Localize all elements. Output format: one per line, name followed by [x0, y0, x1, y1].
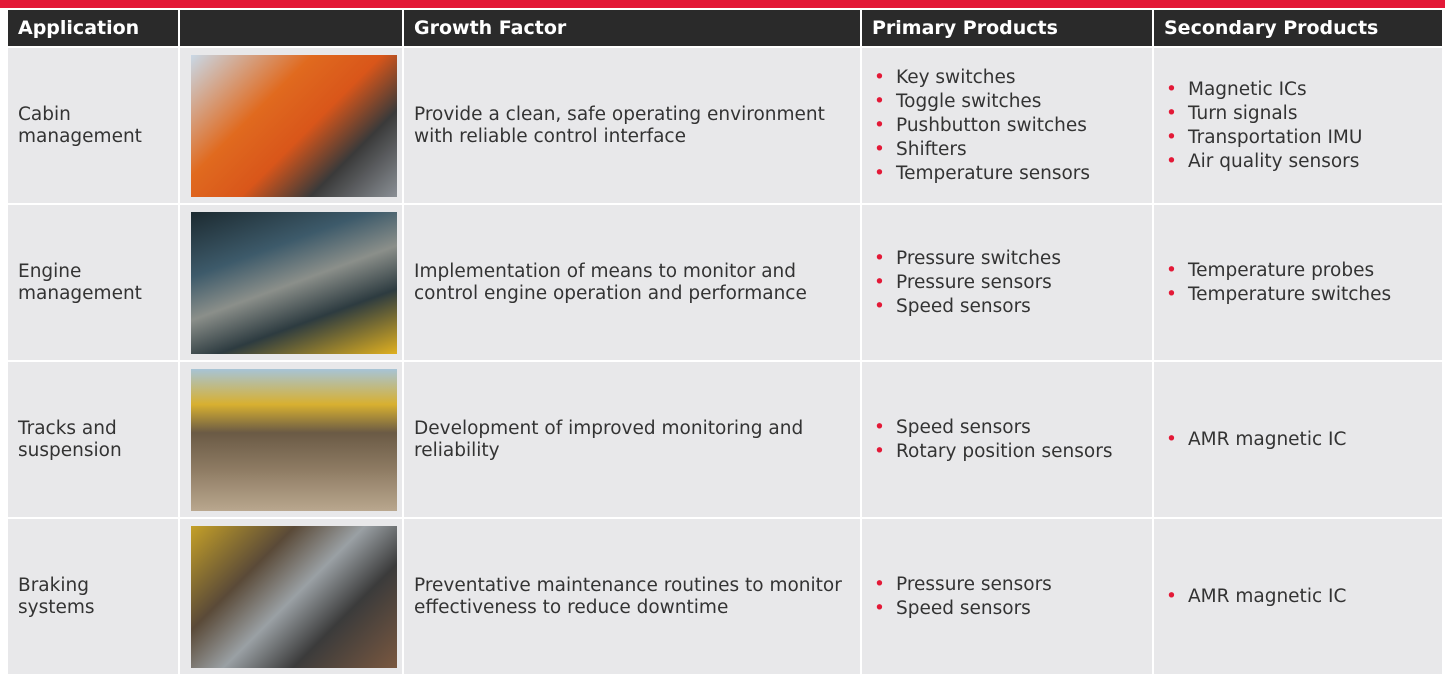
- product: AMR magnetic IC: [1166, 585, 1346, 609]
- image-cell: [180, 362, 402, 517]
- growth-factor-cell: Provide a clean, safe operating environm…: [404, 48, 860, 203]
- product-list: Pressure sensorsSpeed sensors: [862, 573, 1052, 621]
- secondary-products-cell: Temperature probesTemperature switches: [1154, 205, 1442, 360]
- primary-products-cell: Pressure switchesPressure sensorsSpeed s…: [862, 205, 1152, 360]
- image-cell: [180, 205, 402, 360]
- primary-products-cell: Key switchesToggle switchesPushbutton sw…: [862, 48, 1152, 203]
- product: Key switches: [874, 66, 1090, 90]
- product-table: Application Growth Factor Primary Products…: [8, 10, 1442, 674]
- application-cell: Tracks and suspension: [8, 362, 178, 517]
- column-header: Secondary Products: [1154, 10, 1442, 46]
- application-cell: Cabin management: [8, 48, 178, 203]
- growth-factor: Implementation of means to monitor and c…: [414, 260, 807, 304]
- application: Cabin management: [18, 103, 142, 147]
- growth-factor-cell: Preventative maintenance routines to mon…: [404, 519, 860, 674]
- top-bar: [0, 0, 1445, 8]
- product-list: Temperature probesTemperature switches: [1154, 259, 1391, 307]
- product: Pressure switches: [874, 247, 1061, 271]
- primary-products-cell: Pressure sensorsSpeed sensors: [862, 519, 1152, 674]
- column-header: [180, 10, 402, 46]
- product: Speed sensors: [874, 597, 1052, 621]
- application-cell: Engine management: [8, 205, 178, 360]
- product: Speed sensors: [874, 416, 1112, 440]
- column-header: Application: [8, 10, 178, 46]
- growth-factor-cell: Development of improved monitoring and r…: [404, 362, 860, 517]
- product: Temperature switches: [1166, 283, 1391, 307]
- product: Air quality sensors: [1166, 150, 1362, 174]
- product: Pressure sensors: [874, 271, 1061, 295]
- photo: [191, 525, 397, 668]
- product: Pushbutton switches: [874, 114, 1090, 138]
- application-cell: Braking systems: [8, 519, 178, 674]
- growth-factor: Provide a clean, safe operating environm…: [414, 103, 825, 147]
- product: Rotary position sensors: [874, 440, 1112, 464]
- product: Turn signals: [1166, 102, 1362, 126]
- photo: [191, 211, 397, 354]
- product: AMR magnetic IC: [1166, 428, 1346, 452]
- product: Magnetic ICs: [1166, 78, 1362, 102]
- growth-factor: Development of improved monitoring and r…: [414, 417, 804, 461]
- application: Engine management: [18, 260, 142, 304]
- secondary-products-cell: AMR magnetic IC: [1154, 519, 1442, 674]
- application: Tracks and suspension: [18, 417, 122, 461]
- product-list: Magnetic ICsTurn signalsTransportation I…: [1154, 78, 1362, 174]
- product-list: Speed sensorsRotary position sensors: [862, 416, 1112, 464]
- application: Braking systems: [18, 574, 95, 618]
- product: Temperature probes: [1166, 259, 1391, 283]
- secondary-products-cell: AMR magnetic IC: [1154, 362, 1442, 517]
- product-list: Key switchesToggle switchesPushbutton sw…: [862, 66, 1090, 186]
- product: Shifters: [874, 138, 1090, 162]
- column-header: Primary Products: [862, 10, 1152, 46]
- product: Toggle switches: [874, 90, 1090, 114]
- column-header: Growth Factor: [404, 10, 860, 46]
- primary-products-cell: Speed sensorsRotary position sensors: [862, 362, 1152, 517]
- secondary-products-cell: Magnetic ICsTurn signalsTransportation I…: [1154, 48, 1442, 203]
- product: Pressure sensors: [874, 573, 1052, 597]
- product-list: AMR magnetic IC: [1154, 428, 1346, 452]
- image-cell: [180, 48, 402, 203]
- product: Transportation IMU: [1166, 126, 1362, 150]
- product: Speed sensors: [874, 295, 1061, 319]
- photo: [191, 368, 397, 511]
- growth-factor-cell: Implementation of means to monitor and c…: [404, 205, 860, 360]
- product: Temperature sensors: [874, 162, 1090, 186]
- product-list: Pressure switchesPressure sensorsSpeed s…: [862, 247, 1061, 319]
- product-list: AMR magnetic IC: [1154, 585, 1346, 609]
- image-cell: [180, 519, 402, 674]
- growth-factor: Preventative maintenance routines to mon…: [414, 574, 842, 618]
- photo: [191, 54, 397, 197]
